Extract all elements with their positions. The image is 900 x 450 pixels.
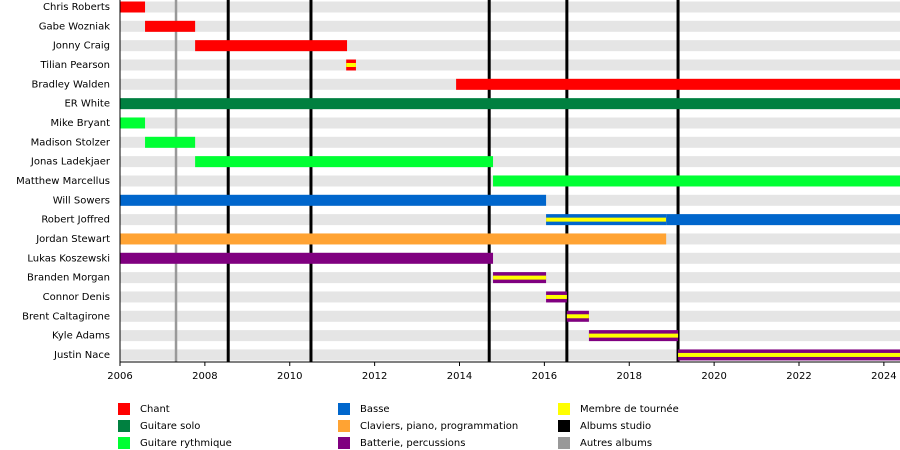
- x-tick-label: 2016: [532, 371, 557, 382]
- legend-label: Guitare rythmique: [140, 438, 232, 449]
- member-label: Branden Morgan: [27, 273, 110, 284]
- period-bar: [145, 136, 196, 148]
- legend-swatch: [558, 403, 570, 415]
- member-label: Madison Stolzer: [31, 137, 111, 148]
- row-band: [120, 136, 900, 148]
- member-label: Justin Nace: [53, 350, 110, 361]
- period-bar: [120, 194, 547, 206]
- legend-label: Claviers, piano, programmation: [360, 421, 518, 432]
- row-band: [120, 1, 900, 13]
- legend-swatch: [558, 420, 570, 432]
- period-bar: [120, 98, 900, 110]
- legend-label: Albums studio: [580, 421, 651, 432]
- row-band: [120, 214, 900, 226]
- member-label: Brent Caltagirone: [22, 311, 110, 322]
- row-band: [120, 20, 900, 32]
- member-label: Kyle Adams: [52, 331, 110, 342]
- x-tick-label: 2010: [277, 371, 302, 382]
- member-label: Lukas Koszewski: [27, 253, 110, 264]
- legend-swatch: [558, 437, 570, 449]
- x-tick-label: 2024: [871, 371, 896, 382]
- row-band: [120, 252, 900, 264]
- member-label: Bradley Walden: [32, 79, 110, 90]
- row-band: [120, 330, 900, 342]
- row-band: [120, 291, 900, 303]
- legend-label: Guitare solo: [140, 421, 200, 432]
- period-bar: [456, 78, 900, 90]
- period-bar: [120, 252, 494, 264]
- period-bar: [120, 1, 146, 13]
- member-label: Connor Denis: [43, 292, 110, 303]
- legend-swatch: [118, 437, 130, 449]
- x-tick-label: 2008: [192, 371, 217, 382]
- member-label: Gabe Wozniak: [39, 21, 110, 32]
- legend-swatch: [338, 403, 350, 415]
- x-tick-label: 2018: [617, 371, 642, 382]
- legend-label: Autres albums: [580, 438, 652, 449]
- touring-stripe: [566, 314, 589, 319]
- member-label: Jonas Ladekjaer: [30, 157, 111, 168]
- member-label: Matthew Marcellus: [16, 176, 110, 187]
- row-band: [120, 156, 900, 168]
- member-label: Jonny Craig: [52, 41, 110, 52]
- touring-stripe: [678, 352, 900, 357]
- row-band: [120, 349, 900, 361]
- period-bar: [666, 214, 900, 226]
- period-bar: [493, 175, 900, 187]
- member-label: Tilian Pearson: [39, 60, 110, 71]
- touring-stripe: [546, 217, 667, 222]
- period-bar: [195, 40, 348, 52]
- row-band: [120, 59, 900, 71]
- row-band: [120, 117, 900, 129]
- x-tick-label: 2012: [362, 371, 387, 382]
- member-label: Will Sowers: [53, 195, 110, 206]
- member-label: Mike Bryant: [51, 118, 111, 129]
- member-label: Chris Roberts: [43, 2, 110, 13]
- member-label: ER White: [64, 99, 110, 110]
- legend-label: Basse: [360, 404, 390, 415]
- period-bar: [120, 117, 146, 129]
- x-tick-label: 2014: [447, 371, 472, 382]
- legend-swatch: [338, 437, 350, 449]
- x-tick-label: 2020: [701, 371, 726, 382]
- touring-stripe: [493, 275, 547, 280]
- legend-label: Membre de tournée: [580, 403, 679, 415]
- touring-stripe: [546, 294, 567, 299]
- row-band: [120, 40, 900, 52]
- row-band: [120, 310, 900, 322]
- member-label: Robert Joffred: [41, 215, 110, 226]
- touring-stripe: [588, 333, 679, 338]
- member-label: Jordan Stewart: [35, 234, 110, 245]
- x-tick-label: 2022: [786, 371, 811, 382]
- legend-label: Chant: [140, 404, 170, 415]
- legend-swatch: [118, 420, 130, 432]
- legend-label: Batterie, percussions: [360, 438, 465, 449]
- legend-swatch: [338, 420, 350, 432]
- period-bar: [195, 156, 494, 168]
- period-bar: [145, 20, 196, 32]
- x-tick-label: 2006: [107, 371, 132, 382]
- touring-stripe: [346, 62, 356, 67]
- legend-swatch: [118, 403, 130, 415]
- period-bar: [120, 233, 667, 245]
